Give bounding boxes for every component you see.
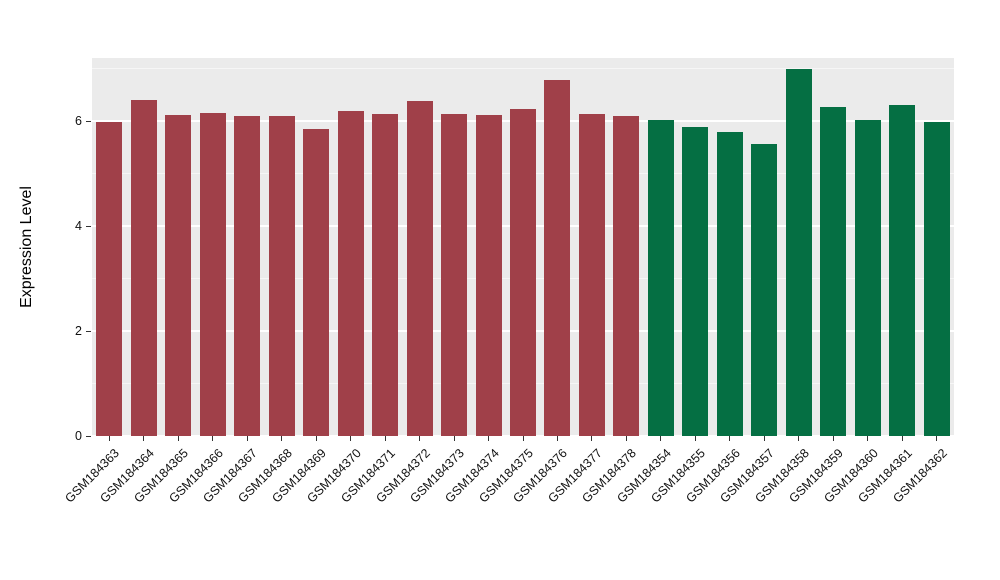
- bar: [716, 131, 743, 436]
- x-tick-mark: [419, 436, 421, 441]
- x-tick-mark: [694, 436, 696, 441]
- x-tick-mark: [763, 436, 765, 441]
- bar: [820, 107, 847, 436]
- bar: [578, 113, 605, 436]
- bar: [130, 100, 157, 436]
- x-tick-mark: [936, 436, 938, 441]
- bar: [96, 122, 123, 436]
- bar: [889, 105, 916, 436]
- y-tick-label: 2: [75, 324, 82, 338]
- x-tick-mark: [556, 436, 558, 441]
- bar: [647, 119, 674, 436]
- bar: [854, 119, 881, 436]
- x-tick-mark: [108, 436, 110, 441]
- bar: [199, 112, 226, 436]
- x-tick-mark: [729, 436, 731, 441]
- bar: [751, 144, 778, 436]
- bar: [268, 115, 295, 436]
- x-tick-mark: [453, 436, 455, 441]
- x-tick-mark: [177, 436, 179, 441]
- bar: [234, 115, 261, 436]
- y-axis-title-text: Expression Level: [18, 186, 35, 308]
- y-tick-label: 0: [75, 429, 82, 443]
- bar: [510, 109, 536, 436]
- y-tick-mark: [86, 435, 91, 437]
- bar: [372, 113, 399, 436]
- x-tick-mark: [384, 436, 386, 441]
- x-tick-mark: [315, 436, 317, 441]
- bar: [613, 115, 640, 436]
- bar: [682, 127, 709, 436]
- bar: [441, 113, 468, 436]
- y-tick-mark: [86, 120, 91, 122]
- x-tick-mark: [246, 436, 248, 441]
- bar: [544, 80, 571, 436]
- x-tick-mark: [832, 436, 834, 441]
- x-tick-mark: [488, 436, 490, 441]
- y-tick-mark: [86, 225, 91, 227]
- bar: [165, 114, 192, 436]
- y-tick-mark: [86, 330, 91, 332]
- x-tick-mark: [591, 436, 593, 441]
- y-tick-label: 6: [75, 114, 82, 128]
- x-tick-mark: [660, 436, 662, 441]
- bar: [406, 101, 433, 436]
- bar: [337, 110, 364, 436]
- x-tick-mark: [522, 436, 524, 441]
- bar: [923, 122, 950, 436]
- bar: [475, 114, 502, 436]
- bar: [303, 129, 330, 436]
- x-tick-mark: [212, 436, 214, 441]
- y-tick-label: 4: [75, 219, 82, 233]
- x-tick-mark: [901, 436, 903, 441]
- x-tick-mark: [281, 436, 283, 441]
- x-tick-mark: [625, 436, 627, 441]
- bar: [785, 68, 812, 436]
- gridline-minor: [92, 68, 954, 69]
- plot-panel: [92, 58, 954, 437]
- x-tick-mark: [867, 436, 869, 441]
- x-tick-mark: [143, 436, 145, 441]
- x-tick-mark: [350, 436, 352, 441]
- x-tick-mark: [798, 436, 800, 441]
